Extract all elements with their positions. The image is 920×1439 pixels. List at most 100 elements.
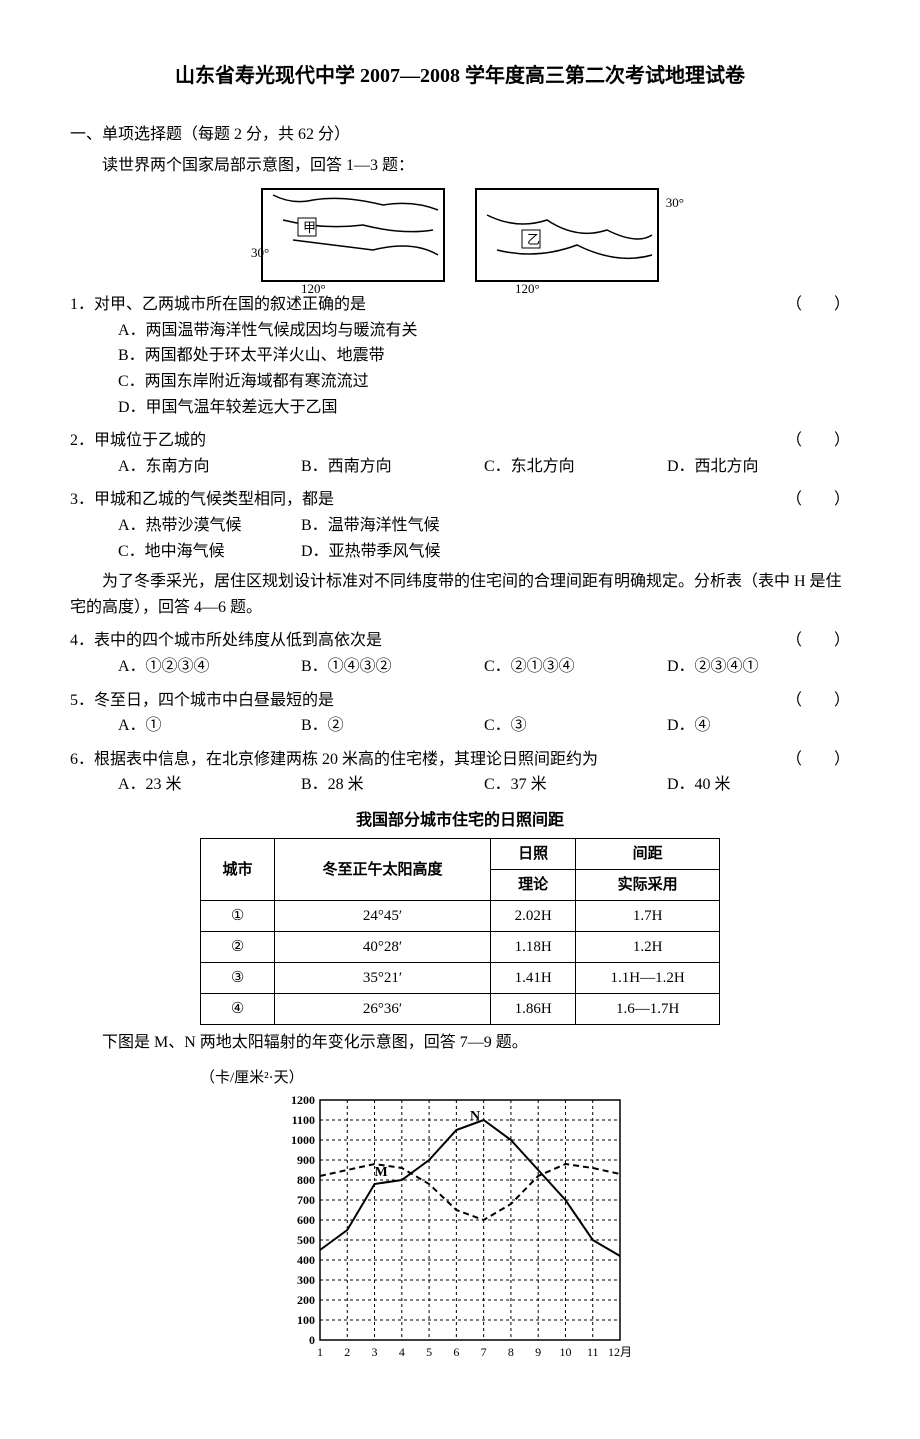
svg-text:8: 8	[508, 1345, 514, 1359]
svg-text:900: 900	[297, 1153, 315, 1167]
svg-text:0: 0	[309, 1333, 315, 1347]
q3-opt-pad1	[667, 513, 850, 539]
svg-text:2: 2	[344, 1345, 350, 1359]
q3-stem: 3．甲城和乙城的气候类型相同，都是	[70, 487, 334, 513]
q1-opt-a: A．两国温带海洋性气候成因均与暖流有关	[70, 318, 850, 344]
table-row: ① 24°45′ 2.02H 1.7H	[201, 901, 720, 932]
map-right: 乙	[475, 188, 659, 282]
q4-opt-c: C．②①③④	[484, 654, 667, 680]
q6-opt-a: A．23 米	[118, 772, 301, 798]
question-6: 6．根据表中信息，在北京修建两栋 20 米高的住宅楼，其理论日照间距约为 （ ）…	[70, 747, 850, 798]
q4-opt-b: B．①④③②	[301, 654, 484, 680]
q3-opt-c	[484, 513, 667, 539]
q2-opt-b: B．西南方向	[301, 454, 484, 480]
q2-opt-c: C．东北方向	[484, 454, 667, 480]
table-row: ③ 35°21′ 1.41H 1.1H—1.2H	[201, 963, 720, 994]
cell-theory: 2.02H	[491, 901, 576, 932]
th-sun: 日照	[491, 839, 576, 870]
question-2: 2．甲城位于乙城的 （ ） A．东南方向 B．西南方向 C．东北方向 D．西北方…	[70, 428, 850, 479]
radiation-chart: （卡/厘米²·天） 120011001000900800700600500400…	[70, 1066, 850, 1379]
svg-text:1100: 1100	[292, 1113, 315, 1127]
q3-opt-c2: C．地中海气候	[118, 539, 301, 565]
intro-1: 读世界两个国家局部示意图，回答 1—3 题：	[70, 153, 850, 179]
svg-text:11: 11	[587, 1345, 599, 1359]
map-right-lon: 120°	[515, 279, 540, 300]
sunlight-table: 城市 冬至正午太阳高度 日照 间距 理论 实际采用 ① 24°45′ 2.02H…	[200, 838, 720, 1025]
q5-opt-c: C．③	[484, 713, 667, 739]
svg-text:N: N	[470, 1109, 480, 1124]
svg-text:500: 500	[297, 1233, 315, 1247]
question-3: 3．甲城和乙城的气候类型相同，都是 （ ） A．热带沙漠气候 B．温带海洋性气候…	[70, 487, 850, 564]
q2-opt-a: A．东南方向	[118, 454, 301, 480]
q6-opt-c: C．37 米	[484, 772, 667, 798]
map-left-svg: 甲	[263, 190, 443, 280]
cell-angle: 24°45′	[275, 901, 491, 932]
cell-actual: 1.7H	[576, 901, 720, 932]
svg-text:1: 1	[317, 1345, 323, 1359]
q6-stem: 6．根据表中信息，在北京修建两栋 20 米高的住宅楼，其理论日照间距约为	[70, 747, 598, 773]
svg-text:300: 300	[297, 1273, 315, 1287]
th-gap: 间距	[576, 839, 720, 870]
q4-paren: （ ）	[766, 628, 850, 654]
cell-city: ④	[201, 994, 275, 1025]
cell-theory: 1.18H	[491, 932, 576, 963]
q4-stem: 4．表中的四个城市所处纬度从低到高依次是	[70, 628, 382, 654]
map-left: 甲	[261, 188, 445, 282]
question-1: 1．对甲、乙两城市所在国的叙述正确的是 （ ） A．两国温带海洋性气候成因均与暖…	[70, 292, 850, 420]
svg-text:M: M	[375, 1165, 388, 1180]
q6-paren: （ ）	[766, 747, 850, 773]
q2-stem: 2．甲城位于乙城的	[70, 428, 206, 454]
cell-actual: 1.2H	[576, 932, 720, 963]
svg-text:100: 100	[297, 1313, 315, 1327]
cell-angle: 26°36′	[275, 994, 491, 1025]
q4-opt-a: A．①②③④	[118, 654, 301, 680]
q5-paren: （ ）	[766, 688, 850, 714]
cell-city: ①	[201, 901, 275, 932]
svg-text:10: 10	[559, 1345, 571, 1359]
q6-opt-d: D．40 米	[667, 772, 850, 798]
intro-3: 下图是 M、N 两地太阳辐射的年变化示意图，回答 7—9 题。	[70, 1030, 850, 1056]
chart-svg: 1200110010009008007006005004003002001000…	[260, 1090, 660, 1370]
q3-opt-pad2	[484, 539, 667, 565]
cell-city: ②	[201, 932, 275, 963]
th-actual: 实际采用	[576, 870, 720, 901]
th-city: 城市	[201, 839, 275, 901]
intro-2: 为了冬季采光，居住区规划设计标准对不同纬度带的住宅间的合理间距有明确规定。分析表…	[70, 569, 850, 620]
q5-opt-b: B．②	[301, 713, 484, 739]
question-4: 4．表中的四个城市所处纬度从低到高依次是 （ ） A．①②③④ B．①④③② C…	[70, 628, 850, 679]
q1-paren: （ ）	[766, 292, 850, 318]
q3-opt-pad3	[667, 539, 850, 565]
cell-angle: 40°28′	[275, 932, 491, 963]
svg-text:700: 700	[297, 1193, 315, 1207]
map-left-lon: 120°	[301, 279, 326, 300]
q6-opt-b: B．28 米	[301, 772, 484, 798]
map-right-svg: 乙	[477, 190, 657, 280]
exam-title: 山东省寿光现代中学 2007—2008 学年度高三第二次考试地理试卷	[70, 60, 850, 92]
table-row: ④ 26°36′ 1.86H 1.6—1.7H	[201, 994, 720, 1025]
q1-opt-b: B．两国都处于环太平洋火山、地震带	[70, 343, 850, 369]
q5-opt-d: D．④	[667, 713, 850, 739]
q2-paren: （ ）	[766, 428, 850, 454]
cell-theory: 1.86H	[491, 994, 576, 1025]
q5-stem: 5．冬至日，四个城市中白昼最短的是	[70, 688, 334, 714]
svg-text:5: 5	[426, 1345, 432, 1359]
map-left-lat: 30°	[251, 243, 269, 264]
svg-text:7: 7	[481, 1345, 487, 1359]
cell-actual: 1.1H—1.2H	[576, 963, 720, 994]
q1-opt-d: D．甲国气温年较差远大于乙国	[70, 395, 850, 421]
map-left-city: 甲	[303, 220, 316, 235]
q1-opt-c: C．两国东岸附近海域都有寒流流过	[70, 369, 850, 395]
q3-opt-d: D．亚热带季风气候	[301, 539, 484, 565]
cell-theory: 1.41H	[491, 963, 576, 994]
svg-text:1000: 1000	[291, 1133, 315, 1147]
svg-text:12月: 12月	[608, 1345, 632, 1359]
map-figure: 甲 30° 120° 乙 30° 120°	[70, 188, 850, 282]
table-header-row-1: 城市 冬至正午太阳高度 日照 间距	[201, 839, 720, 870]
map-right-city: 乙	[527, 232, 540, 247]
q5-opt-a: A．①	[118, 713, 301, 739]
table-caption: 我国部分城市住宅的日照间距	[70, 808, 850, 834]
svg-text:9: 9	[535, 1345, 541, 1359]
table-row: ② 40°28′ 1.18H 1.2H	[201, 932, 720, 963]
q3-paren: （ ）	[766, 487, 850, 513]
chart-unit-label: （卡/厘米²·天）	[70, 1066, 850, 1090]
